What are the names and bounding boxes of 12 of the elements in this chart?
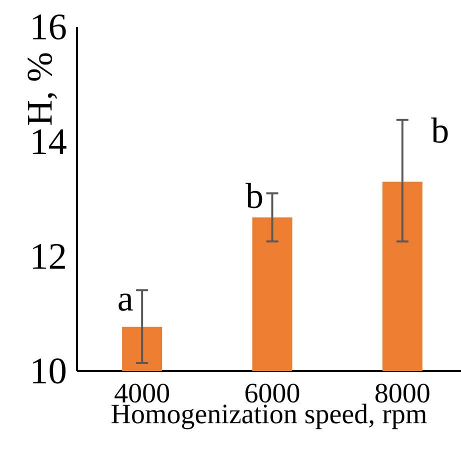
x-tick-label: 6000	[245, 384, 300, 403]
y-axis-title: H, %	[28, 53, 58, 125]
annotation: a	[118, 294, 133, 311]
x-tick-label: 8000	[375, 384, 430, 403]
x-axis-title: Homogenization speed, rpm	[112, 404, 427, 430]
y-tick-label: 14	[32, 129, 66, 154]
x-tick-label: 4000	[114, 384, 170, 403]
y-tick-label: 12	[32, 244, 65, 269]
y-tick-label: 10	[32, 358, 66, 384]
annotation: b	[431, 118, 448, 143]
annotation: b	[246, 182, 262, 208]
y-tick-label: 16	[32, 14, 66, 40]
